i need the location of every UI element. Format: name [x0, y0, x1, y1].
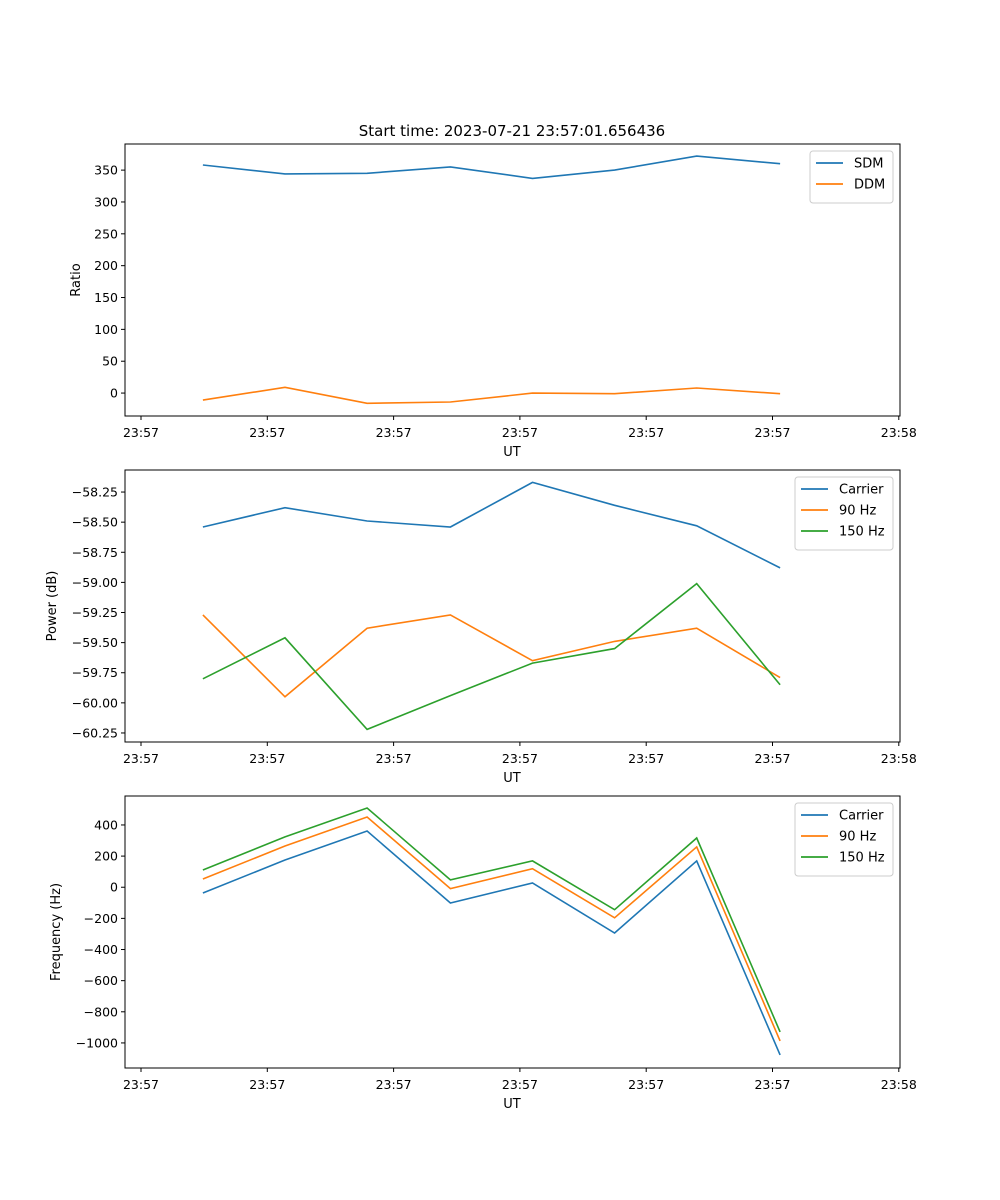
- y-tick-label: 300: [94, 194, 118, 209]
- y-tick-label: 150: [94, 290, 118, 305]
- chart-title: Start time: 2023-07-21 23:57:01.656436: [359, 122, 665, 140]
- legend-label: 90 Hz: [839, 830, 876, 845]
- x-tick-label: 23:57: [502, 751, 538, 766]
- series-line-carrier: [202, 481, 781, 569]
- x-tick-label: 23:57: [628, 425, 664, 440]
- y-tick-label: −59.75: [72, 665, 118, 680]
- x-tick-label: 23:57: [249, 1077, 285, 1092]
- x-tick-label: 23:57: [123, 751, 159, 766]
- y-axis-label: Frequency (Hz): [49, 883, 64, 981]
- series-line-90-hz: [202, 614, 781, 698]
- axes-frame: [124, 795, 901, 1069]
- axes-frame: [124, 469, 901, 743]
- y-tick-label: 50: [102, 354, 118, 369]
- y-tick-label: −60.25: [72, 725, 118, 740]
- x-tick-label: 23:57: [628, 751, 664, 766]
- x-axis-label: UT: [503, 1097, 521, 1112]
- legend-label: 150 Hz: [839, 851, 885, 866]
- y-tick-label: 400: [94, 817, 118, 832]
- axes-frame: [124, 143, 901, 417]
- y-tick-label: −400: [84, 942, 118, 957]
- y-tick-label: −1000: [76, 1035, 118, 1050]
- x-tick-label: 23:57: [754, 751, 790, 766]
- y-tick-label: −58.25: [72, 485, 118, 500]
- y-tick-label: −59.50: [72, 635, 118, 650]
- series-line-150-hz: [202, 807, 781, 1033]
- y-tick-label: −59.25: [72, 605, 118, 620]
- legend-label: 90 Hz: [839, 504, 876, 519]
- x-tick-label: 23:58: [881, 1077, 917, 1092]
- x-tick-label: 23:57: [754, 425, 790, 440]
- y-tick-label: 0: [110, 880, 118, 895]
- legend-label: SDM: [854, 157, 883, 172]
- legend-label: Carrier: [839, 809, 884, 824]
- panel-3: −1000 −800 −600 −400 −200 0 200 400 23:57 23:57 23…: [49, 795, 917, 1112]
- legend: SDM DDM: [809, 150, 894, 204]
- legend: Carrier 90 Hz 150 Hz: [794, 802, 894, 877]
- legend: Carrier 90 Hz 150 Hz: [794, 476, 894, 551]
- y-tick-label: 350: [94, 163, 118, 178]
- x-tick-label: 23:57: [123, 1077, 159, 1092]
- x-tick-label: 23:57: [249, 425, 285, 440]
- y-tick-label: 250: [94, 226, 118, 241]
- x-tick-label: 23:57: [376, 425, 412, 440]
- y-axis-label: Ratio: [69, 263, 84, 296]
- series-line-150-hz: [202, 582, 781, 731]
- legend-label: DDM: [854, 178, 885, 193]
- x-tick-label: 23:57: [249, 751, 285, 766]
- series-line-90-hz: [202, 816, 781, 1042]
- y-tick-label: −58.50: [72, 515, 118, 530]
- x-tick-label: 23:58: [881, 425, 917, 440]
- x-tick-label: 23:57: [628, 1077, 664, 1092]
- x-tick-label: 23:57: [376, 1077, 412, 1092]
- x-axis-label: UT: [503, 771, 521, 786]
- y-tick-label: −58.75: [72, 545, 118, 560]
- x-tick-label: 23:57: [123, 425, 159, 440]
- x-tick-label: 23:57: [502, 425, 538, 440]
- y-tick-label: −600: [84, 973, 118, 988]
- x-tick-label: 23:57: [376, 751, 412, 766]
- x-tick-label: 23:57: [754, 1077, 790, 1092]
- legend-label: 150 Hz: [839, 525, 885, 540]
- series-line-ddm: [202, 386, 781, 405]
- y-tick-label: 100: [94, 322, 118, 337]
- legend-box: [809, 150, 894, 204]
- panel-2: −60.25 −60.00 −59.75 −59.50 −59.25 −59.00 −58.…: [45, 469, 917, 786]
- y-tick-label: −60.00: [72, 695, 118, 710]
- x-tick-label: 23:57: [502, 1077, 538, 1092]
- y-tick-label: −200: [84, 911, 118, 926]
- series-line-sdm: [202, 155, 781, 180]
- y-tick-label: −800: [84, 1004, 118, 1019]
- series-line-carrier: [202, 830, 781, 1056]
- y-axis-label: Power (dB): [45, 571, 60, 642]
- x-tick-label: 23:58: [881, 751, 917, 766]
- panel-1: Start time: 2023-07-21 23:57:01.656436 0 5…: [69, 122, 917, 460]
- x-axis-label: UT: [503, 445, 521, 460]
- y-tick-label: 0: [110, 386, 118, 401]
- y-tick-label: −59.00: [72, 575, 118, 590]
- y-tick-label: 200: [94, 849, 118, 864]
- y-tick-label: 200: [94, 258, 118, 273]
- legend-label: Carrier: [839, 483, 884, 498]
